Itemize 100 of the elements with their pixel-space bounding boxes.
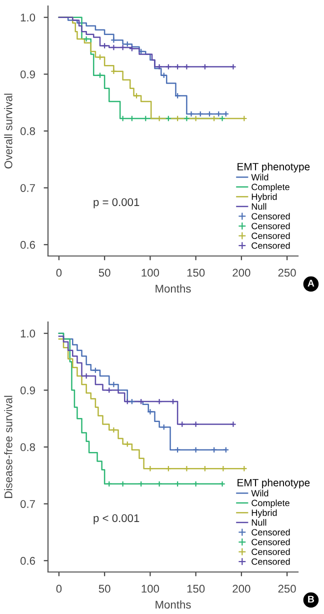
legend-label: Censored [252, 212, 290, 220]
point [174, 480, 181, 488]
point [120, 44, 126, 51]
annotation: p = 0.001 [94, 198, 140, 208]
point [96, 72, 104, 78]
legend-label: Wild [251, 490, 268, 496]
x-tick-label: 50 [98, 584, 110, 593]
x-tick-label: 250 [278, 268, 296, 277]
point [110, 36, 117, 44]
y-tick-label: 1.0 [20, 330, 36, 338]
point [133, 92, 140, 99]
point [170, 398, 176, 405]
y-tick-label: 0.9 [20, 386, 35, 394]
y-tick-label: 0.6 [20, 240, 36, 249]
legend-label: Censored [252, 222, 290, 230]
point [124, 40, 131, 48]
text: A [308, 280, 314, 287]
x-tick-label: 50 [98, 268, 110, 277]
point [106, 480, 112, 488]
legend-label: Wild [251, 174, 268, 180]
point [106, 387, 112, 394]
point [124, 441, 131, 448]
x-tick-label: 200 [232, 584, 250, 593]
point [138, 480, 144, 488]
point [156, 398, 162, 405]
legend-title: EMT phenotype [238, 162, 310, 172]
y-tick-label: 0.9 [20, 70, 35, 78]
x-tick-label: 250 [278, 584, 296, 593]
legend-title: EMT phenotype [238, 478, 310, 488]
legend-label: Censored [252, 528, 290, 536]
point [174, 92, 181, 99]
point [128, 45, 136, 52]
legend-label: Complete [252, 184, 290, 192]
point [120, 480, 126, 488]
point [128, 398, 136, 405]
x-tick-label: 0 [56, 584, 62, 593]
point [147, 408, 154, 415]
y-tick-label: 0.6 [20, 556, 36, 565]
point [184, 64, 190, 70]
legend-label: Censored [252, 242, 290, 249]
legend-label: Censored [252, 548, 290, 556]
x-tick-label: 100 [142, 268, 160, 277]
point [206, 110, 213, 118]
annotation: p < 0.001 [94, 514, 140, 524]
y-axis-title: Overall survival [4, 94, 12, 168]
point [138, 398, 144, 405]
x-tick-label: 100 [142, 584, 160, 593]
point [210, 446, 218, 453]
point [215, 110, 222, 118]
point [83, 372, 90, 380]
legend-label: Censored [252, 558, 290, 565]
x-tick-label: 150 [187, 268, 205, 277]
point [160, 424, 168, 430]
legend-label: Hybrid [252, 509, 277, 518]
x-axis-title: Months [156, 284, 191, 293]
point [192, 421, 199, 428]
point [156, 64, 162, 70]
point [165, 465, 172, 472]
x-tick-label: 150 [187, 584, 205, 593]
x-axis-title: Months [156, 600, 191, 609]
point [174, 446, 181, 453]
point [184, 115, 190, 122]
legend-label: Censored [252, 232, 290, 240]
point [220, 465, 226, 472]
point [110, 44, 117, 51]
point [96, 54, 104, 60]
point [138, 48, 144, 55]
point [156, 480, 162, 488]
point [192, 446, 199, 453]
point [165, 115, 172, 122]
point [197, 110, 204, 118]
point [160, 72, 168, 78]
y-tick-label: 0.7 [20, 184, 35, 192]
point [101, 42, 108, 49]
y-axis-title: Disease-free survival [4, 396, 12, 498]
legend-label: Null [252, 203, 266, 210]
point [188, 110, 194, 118]
y-tick-label: 1.0 [20, 14, 36, 22]
point [92, 367, 99, 374]
y-tick-label: 0.8 [20, 443, 36, 452]
point [174, 64, 181, 70]
point [110, 426, 117, 434]
legend-label: Hybrid [252, 193, 277, 202]
point [178, 421, 186, 428]
point [192, 480, 199, 488]
legend-label: Censored [252, 538, 290, 546]
point [110, 68, 117, 74]
text: B [308, 596, 314, 603]
point [165, 64, 172, 70]
point [202, 465, 208, 472]
point [147, 465, 154, 472]
legend-label: Complete [252, 500, 290, 508]
legend-label: Null [252, 519, 266, 526]
point [83, 36, 90, 42]
y-tick-label: 0.8 [20, 127, 36, 136]
point [124, 398, 131, 405]
y-tick-label: 0.7 [20, 500, 35, 508]
x-tick-label: 0 [56, 268, 62, 277]
point [202, 64, 208, 70]
point [184, 465, 190, 472]
